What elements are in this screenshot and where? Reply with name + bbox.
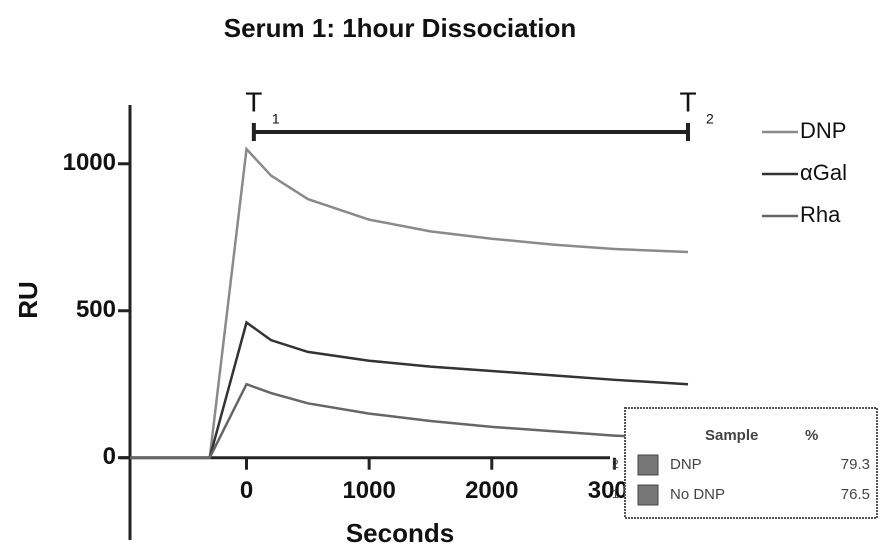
row-swatch [637, 454, 659, 476]
y-axis-label: RU [13, 281, 43, 319]
annotation-label: T [245, 86, 262, 117]
annotation-label: T [679, 86, 696, 117]
y-tick-label: 1000 [63, 149, 116, 176]
table-cell: 79.3 [841, 456, 870, 473]
row-marker: 1 [612, 487, 619, 501]
annotation-subscript: 1 [272, 111, 280, 127]
legend-label: Rha [800, 202, 841, 227]
table-header: Sample [705, 427, 758, 444]
table-cell: No DNP [670, 486, 725, 503]
x-axis-label: Seconds [346, 518, 454, 548]
annotation-subscript: 2 [706, 111, 714, 127]
table-header: % [805, 427, 818, 444]
chart-title: Serum 1: 1hour Dissociation [224, 13, 577, 43]
x-tick-label: 2000 [465, 477, 518, 504]
y-tick-label: 500 [76, 296, 116, 323]
inset-box [624, 407, 878, 519]
y-tick-label: 0 [103, 443, 116, 470]
row-swatch [637, 484, 659, 506]
x-tick-label: 1000 [342, 477, 395, 504]
table-cell: DNP [670, 456, 702, 473]
x-tick-label: 0 [240, 477, 253, 504]
legend-label: αGal [800, 160, 847, 185]
row-marker: 2 [612, 457, 619, 471]
data-line [130, 146, 689, 459]
data-line [130, 320, 689, 459]
table-cell: 76.5 [841, 486, 870, 503]
data-line [130, 382, 689, 459]
legend-label: DNP [800, 118, 846, 143]
